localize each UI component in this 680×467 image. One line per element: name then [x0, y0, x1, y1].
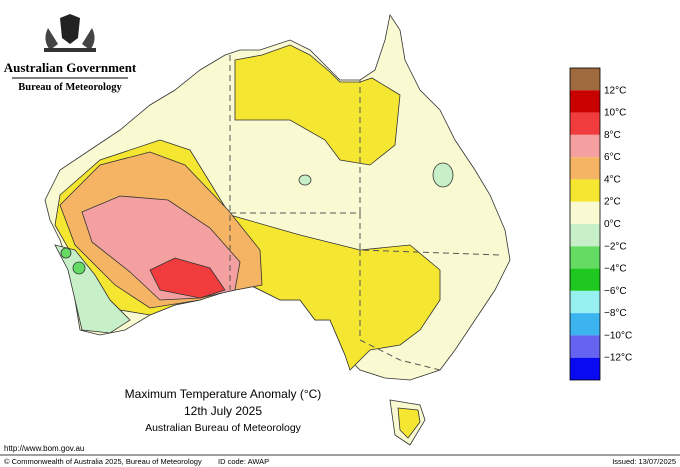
legend-label: −4°C [604, 264, 627, 275]
footer-id-code: ID code: AWAP [218, 457, 269, 466]
legend: 12°C 10°C 8°C 6°C 4°C 2°C 0°C −2°C −4°C −6°C −8°C −… [569, 67, 632, 381]
state-border [359, 250, 441, 371]
legend-swatch [570, 179, 600, 202]
legend-swatch [570, 68, 600, 91]
footer-url: http://www.bom.gov.au [4, 444, 84, 453]
government-name: Australian Government [4, 60, 137, 75]
legend-label: 12°C [604, 85, 626, 96]
legend-label: −8°C [604, 308, 627, 319]
footer-issued: Issued: 13/07/2025 [612, 457, 676, 466]
legend-label: 0°C [604, 219, 621, 230]
legend-label: 6°C [604, 152, 621, 163]
state-border [359, 213, 501, 256]
legend-swatch [570, 90, 600, 113]
legend-label: 2°C [604, 197, 621, 208]
legend-swatch [570, 290, 600, 314]
legend-swatch [570, 335, 600, 358]
coat-of-arms [44, 14, 96, 52]
map-source: Australian Bureau of Meteorology [145, 422, 302, 434]
legend-swatch [570, 224, 600, 247]
legend-swatch [570, 201, 600, 224]
legend-swatch [570, 246, 600, 269]
legend-swatch [570, 357, 600, 380]
footer-copyright: © Commonwealth of Australia 2025, Bureau… [4, 457, 202, 466]
anomaly-minus-2c-nt [298, 174, 312, 186]
australia-map [44, 13, 511, 446]
map-date: 12th July 2025 [184, 404, 262, 418]
legend-label: −6°C [604, 286, 627, 297]
legend-swatch [570, 313, 600, 336]
legend-label: −12°C [604, 353, 632, 364]
tasmania-anomaly [397, 407, 421, 439]
legend-label: 8°C [604, 130, 621, 141]
legend-swatch [570, 157, 600, 180]
anomaly-2c-north [234, 44, 401, 166]
map-title: Maximum Temperature Anomaly (°C) [125, 387, 322, 401]
legend-label: 10°C [604, 108, 626, 119]
legend-frame [569, 67, 601, 381]
anomaly-8c [149, 257, 226, 299]
legend-label: 4°C [604, 174, 621, 185]
anomaly-minus-4c [60, 247, 72, 259]
legend-swatch [570, 268, 600, 291]
legend-label: −2°C [604, 241, 627, 252]
anomaly-minus-2c-east [432, 162, 454, 188]
agency-name: Bureau of Meteorology [18, 82, 122, 93]
legend-label: −10°C [604, 330, 632, 341]
anomaly-minus-4c [72, 261, 86, 275]
legend-swatch [570, 112, 600, 135]
legend-swatch [570, 134, 600, 158]
